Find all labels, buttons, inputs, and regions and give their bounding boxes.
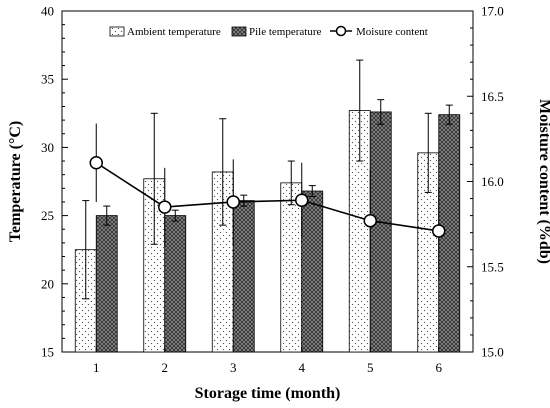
- y2-tick-label-15.5: 15.5: [481, 259, 504, 274]
- x-tick-label-2: 2: [162, 360, 169, 375]
- y-tick-label-35: 35: [41, 72, 54, 87]
- x-tick-label-5: 5: [367, 360, 374, 375]
- y-tick-label-15: 15: [41, 345, 54, 360]
- plot-frame: [61, 10, 474, 353]
- legend-swatch-ambient: [109, 26, 125, 37]
- x-tick-label-3: 3: [230, 360, 237, 375]
- bar-pile-4: [301, 190, 324, 353]
- bars-layer: [74, 110, 461, 353]
- legend-label-ambient: Ambient temperature: [127, 26, 221, 38]
- bar-pile-1: [95, 215, 118, 353]
- y-tick-label-30: 30: [41, 140, 54, 155]
- axes-layer: 15 20 25 30 35 40 15.0 15.5 16.0 16.5 17.0 1 2 3 4 5 6: [41, 4, 504, 376]
- y-tick-label-40: 40: [41, 4, 54, 19]
- y-tick-label-20: 20: [41, 276, 54, 291]
- moisture-line-layer: [89, 123, 446, 276]
- plot-area-border: [61, 10, 474, 353]
- moisture-point-5: [363, 213, 377, 228]
- x-axis-title: Storage time (month): [195, 385, 341, 402]
- y2-tick-label-16.5: 16.5: [481, 89, 504, 104]
- bar-ambient-4: [280, 182, 303, 353]
- moisture-point-1: [89, 155, 103, 170]
- moisture-point-2: [158, 200, 172, 214]
- y-axis-title: Temperature (°C): [7, 121, 24, 242]
- error-bars-layer: [82, 59, 453, 300]
- legend-label-moisture: Moisure content: [356, 26, 428, 38]
- y2-tick-label-16.0: 16.0: [481, 174, 504, 189]
- bar-pile-2: [164, 215, 187, 353]
- bar-pile-5: [369, 111, 392, 353]
- legend-marker-moisture: [335, 25, 347, 37]
- moisture-line: [95, 162, 439, 232]
- x-tick-label-4: 4: [299, 360, 306, 375]
- x-tick-label-1: 1: [93, 360, 100, 375]
- bar-pile-3: [232, 200, 255, 353]
- moisture-point-4: [295, 193, 309, 208]
- moisture-point-6: [432, 224, 446, 238]
- legend-label-pile: Pile temperature: [249, 26, 322, 38]
- legend-swatch-pile: [231, 26, 247, 37]
- y-tick-label-25: 25: [41, 208, 54, 223]
- x-tick-label-6: 6: [436, 360, 443, 375]
- legend: Ambient temperature Pile temperature Moi…: [109, 25, 428, 38]
- y2-axis-title: Moisture content (%db): [536, 99, 550, 264]
- y2-tick-label-15.0: 15.0: [481, 345, 504, 360]
- moisture-point-3: [226, 195, 240, 209]
- y2-tick-label-17.0: 17.0: [481, 4, 504, 19]
